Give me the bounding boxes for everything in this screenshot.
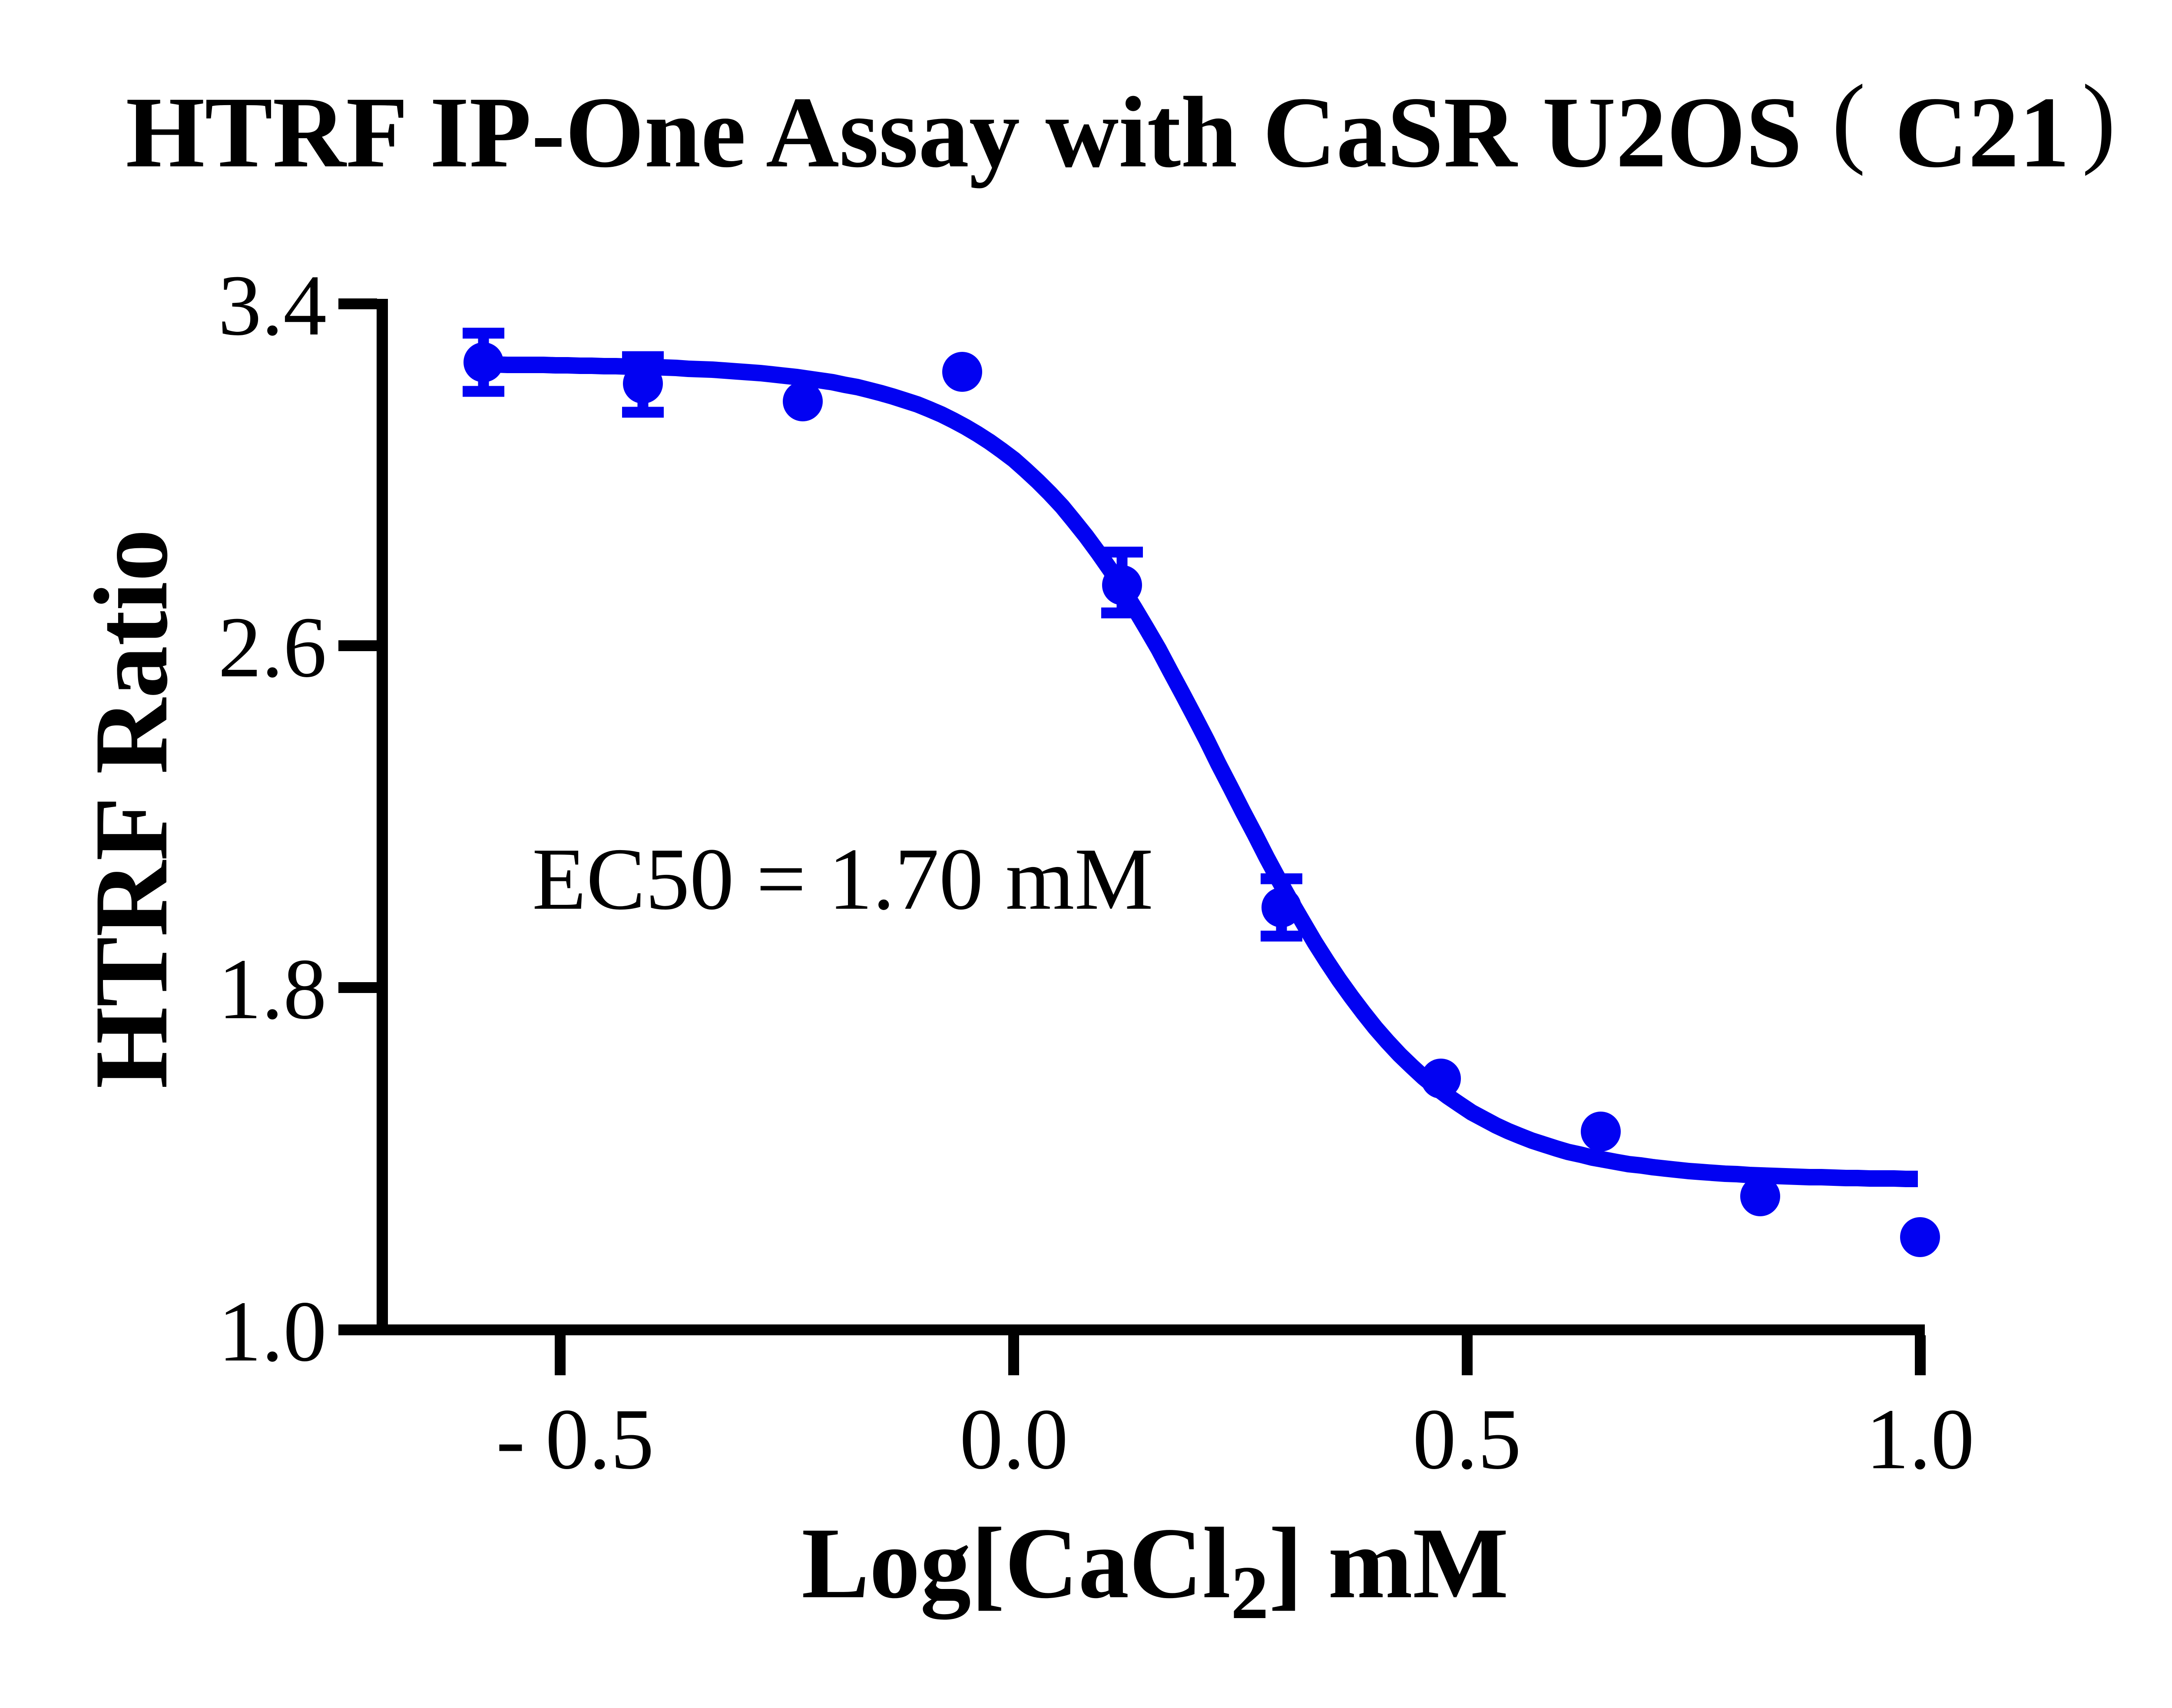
svg-text:-0.5: -0.5 [496,1391,654,1487]
svg-text:0.0: 0.0 [960,1391,1068,1487]
svg-text:3.4: 3.4 [218,258,327,354]
svg-text:1.8: 1.8 [218,941,327,1037]
svg-text:HTRF Ratio: HTRF Ratio [73,529,189,1089]
svg-text:0.5: 0.5 [1413,1391,1521,1487]
svg-text:1.0: 1.0 [218,1284,327,1380]
svg-text:1.0: 1.0 [1866,1391,1974,1487]
svg-text:2.6: 2.6 [218,599,327,695]
svg-text:HTRF IP-One Assay with CaSR U2: HTRF IP-One Assay with CaSR U2OS(C21) [126,63,2116,189]
svg-text:Log[CaCl2] mM: Log[CaCl2] mM [801,1506,1509,1635]
svg-text:EC50 = 1.70 mM: EC50 = 1.70 mM [532,830,1153,928]
